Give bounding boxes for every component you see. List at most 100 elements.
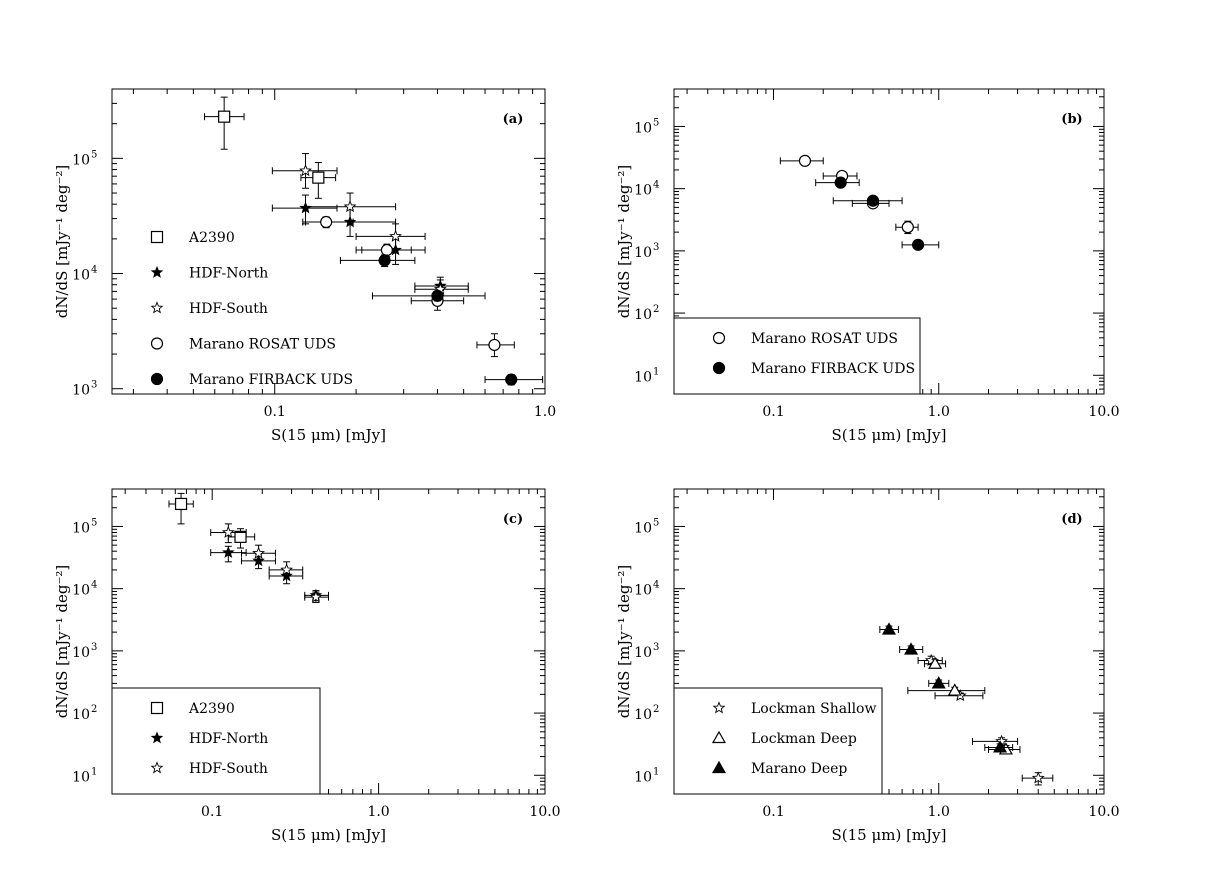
legend-label-a2390: A2390 [188, 230, 235, 246]
data-point [928, 656, 943, 669]
x-tick-label: 10.0 [1088, 804, 1119, 820]
panel-label: (a) [503, 112, 524, 127]
y-tick-exponent: 4 [653, 580, 659, 591]
y-tick-exponent: 1 [653, 366, 659, 377]
y-tick-exponent: 1 [653, 766, 659, 777]
y-axis-title: dN/dS [mJy⁻¹ deg⁻²] [53, 165, 71, 319]
legend-label-hdf-south: HDF-South [189, 761, 268, 777]
legend-marker-marano-deep [711, 760, 727, 774]
legend-label-lockman-shallow: Lockman Shallow [751, 701, 876, 717]
y-tick-label: 10 [634, 707, 652, 723]
legend: Lockman Shallow Lockman Deep Marano Deep [673, 687, 883, 795]
data-point [947, 683, 962, 696]
x-axis-title: S(15 μm) [mJy] [832, 826, 947, 844]
series-marano-rosat-uds [302, 215, 515, 358]
y-tick-label: 10 [72, 152, 90, 168]
legend-label-marano-firback-uds: Marano FIRBACK UDS [189, 372, 353, 388]
legend-label-hdf-north: HDF-North [189, 731, 268, 747]
data-point [252, 546, 265, 559]
data-point [222, 546, 235, 558]
legend-label-marano-rosat-uds: Marano ROSAT UDS [751, 331, 898, 347]
legend: A2390 HDF-North HDF-South [111, 687, 321, 795]
legend-box [673, 687, 883, 795]
y-tick-exponent: 3 [91, 642, 97, 653]
y-tick-label: 10 [634, 583, 652, 599]
y-tick-exponent: 5 [653, 517, 659, 528]
data-point [901, 221, 914, 234]
data-point [389, 229, 402, 242]
y-tick-exponent: 1 [91, 766, 97, 777]
panel-label: (d) [1061, 512, 1082, 527]
y-tick-label: 10 [72, 383, 90, 399]
x-tick-label: 1.0 [367, 804, 389, 820]
x-axis-title: S(15 μm) [mJy] [271, 426, 386, 444]
y-tick-exponent: 5 [653, 117, 659, 128]
y-tick-label: 10 [634, 645, 652, 661]
legend-marker-hdf-south [150, 761, 164, 774]
legend-label-marano-firback-uds: Marano FIRBACK UDS [751, 361, 915, 377]
legend-box [673, 317, 921, 395]
series-marano-firback-uds [815, 176, 940, 251]
legend-marker-marano-firback-uds [712, 361, 726, 375]
data-point [218, 110, 231, 123]
legend-marker-marano-firback-uds [150, 372, 164, 386]
panel-label: (c) [503, 512, 523, 527]
y-tick-label: 10 [634, 120, 652, 136]
data-point [904, 642, 919, 655]
series-marano-deep [879, 622, 1014, 753]
y-tick-label: 10 [72, 268, 90, 284]
data-point [505, 373, 518, 386]
data-point [280, 563, 293, 576]
y-axis-title: dN/dS [mJy⁻¹ deg⁻²] [615, 165, 633, 319]
x-tick-label: 0.1 [762, 804, 784, 820]
data-point [931, 676, 946, 689]
x-tick-label: 1.0 [928, 804, 950, 820]
data-point [1031, 771, 1045, 784]
legend-marker-lockman-deep [711, 730, 727, 744]
data-point [312, 171, 325, 184]
y-tick-label: 10 [634, 307, 652, 323]
legend-marker-hdf-north [150, 265, 164, 278]
series-lockman-shallow [917, 653, 1054, 786]
y-tick-exponent: 5 [91, 517, 97, 528]
y-tick-label: 10 [634, 769, 652, 785]
series-a2390 [204, 96, 337, 199]
y-tick-label: 10 [72, 645, 90, 661]
legend-box [111, 687, 321, 795]
y-tick-label: 10 [634, 369, 652, 385]
y-tick-label: 10 [634, 183, 652, 199]
plot-frame [111, 88, 546, 395]
data-point [378, 254, 391, 267]
data-point [221, 525, 235, 538]
data-point [299, 164, 312, 177]
x-axis-title: S(15 μm) [mJy] [271, 826, 386, 844]
series-a2390 [168, 492, 256, 549]
legend-marker-a2390 [150, 230, 164, 244]
y-tick-exponent: 4 [91, 580, 97, 591]
x-tick-label: 0.1 [762, 404, 784, 420]
data-point [911, 238, 925, 251]
data-point [834, 176, 847, 189]
data-point [866, 194, 880, 207]
y-tick-label: 10 [634, 520, 652, 536]
y-axis-title: dN/dS [mJy⁻¹ deg⁻²] [53, 565, 71, 719]
series-lockman-deep [907, 656, 1021, 755]
x-tick-label: 10.0 [529, 804, 560, 820]
x-tick-label: 1.0 [928, 404, 950, 420]
data-point [798, 154, 812, 167]
legend-marker-lockman-shallow [712, 701, 726, 714]
legend-marker-hdf-south [150, 301, 164, 314]
series-marano-firback-uds [339, 254, 544, 386]
y-tick-exponent: 2 [653, 304, 659, 315]
data-point [488, 338, 501, 352]
legend-label-hdf-north: HDF-North [189, 266, 268, 282]
data-point [174, 497, 188, 511]
x-tick-label: 0.1 [201, 804, 223, 820]
y-tick-label: 10 [72, 769, 90, 785]
y-tick-label: 10 [634, 245, 652, 261]
legend-label-marano-deep: Marano Deep [751, 761, 847, 777]
